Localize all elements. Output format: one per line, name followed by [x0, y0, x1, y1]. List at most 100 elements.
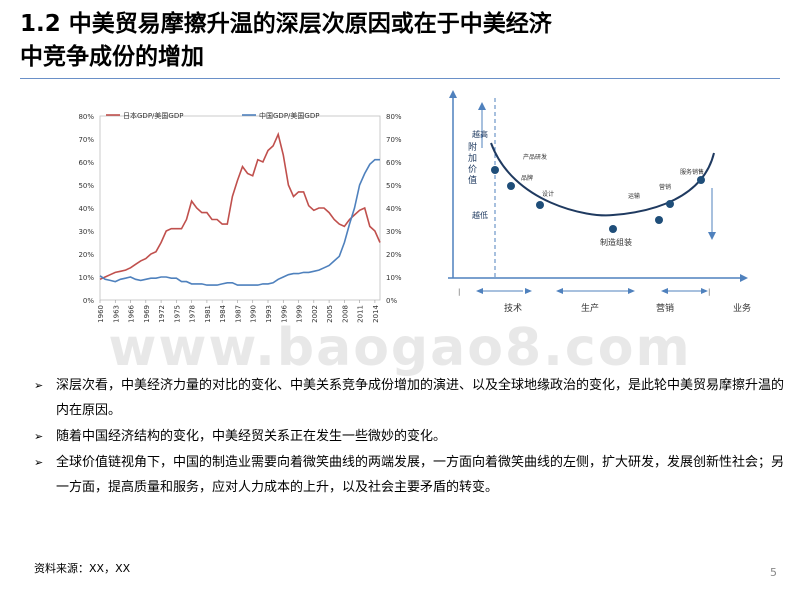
- smile-stage-ticks: | |: [458, 288, 710, 296]
- smile-low-label: 越低: [472, 210, 488, 220]
- smile-stage-arrowheads: [476, 288, 708, 294]
- x-tick-label: 1999: [296, 305, 304, 323]
- smile-label-marketing: 营销: [659, 183, 671, 191]
- watermark: www.baogao8.com: [108, 318, 692, 378]
- page-title-line1: 1.2 中美贸易摩擦升温的深层次原因或在于中美经济: [20, 11, 552, 37]
- smile-left-arrow-icon: [478, 102, 486, 110]
- y-tick-label-left: 50%: [78, 182, 94, 190]
- smile-label-service: 服务销售: [680, 168, 704, 176]
- bullet-item: ➢ 深层次看，中美经济力量的对比的变化、中美关系竞争成份增加的演进、以及全球地缘…: [34, 373, 784, 423]
- page-title-line2: 中竞争成份的增加: [20, 44, 204, 70]
- x-tick-label: 1963: [112, 305, 120, 323]
- smile-y-label-char: 价: [468, 164, 477, 175]
- smile-right-arrow-icon: [708, 232, 716, 240]
- stage-label-marketing: 营销: [656, 302, 674, 314]
- x-tick-label: 1978: [189, 305, 197, 323]
- bullet-text: 随着中国经济结构的变化，中美经贸关系正在发生一些微妙的变化。: [56, 429, 447, 444]
- smile-y-axis-label: 附 加 价 值: [468, 141, 477, 186]
- x-tick-label: 2002: [311, 305, 319, 323]
- x-tick-label: 2008: [341, 305, 349, 323]
- y-tick-label-left: 0%: [83, 297, 94, 305]
- bullet-arrow-icon: ➢: [34, 456, 44, 469]
- smile-y-label-char: 附: [468, 141, 477, 153]
- x-tick-label: 1990: [250, 305, 258, 323]
- stage-arrow-icon: [701, 288, 708, 294]
- bullet-item: ➢ 全球价值链视角下，中国的制造业需要向着微笑曲线的两端发展，一方面向着微笑曲线…: [34, 450, 784, 500]
- y-tick-label-right: 40%: [386, 205, 402, 213]
- x-tick-label: 1960: [97, 305, 105, 323]
- plot-area: [99, 115, 381, 301]
- y-tick-label-right: 80%: [386, 113, 402, 121]
- smile-y-axis-arrow-icon: [449, 90, 457, 98]
- gdp-ratio-chart: 0% 10% 20% 30% 40% 50% 60% 70% 80% 0% 10% 20% 30% 40%…: [78, 111, 402, 323]
- y-tick-label-left: 20%: [78, 251, 94, 259]
- smile-label-brand: 品牌: [521, 174, 533, 182]
- smile-label-rnd: 产品研发: [523, 153, 547, 161]
- stage-label-production: 生产: [581, 302, 599, 314]
- smile-x-axis-arrow-icon: [740, 274, 748, 282]
- stage-tick-icon: |: [458, 288, 460, 296]
- stage-label-tech: 技术: [504, 302, 522, 314]
- stage-tick-icon: |: [708, 288, 710, 296]
- x-tick-label: 1984: [219, 304, 227, 322]
- stage-arrow-icon: [556, 288, 563, 294]
- smile-point-service: [697, 176, 705, 184]
- stage-arrow-icon: [525, 288, 532, 294]
- smile-label-design: 设计: [542, 190, 554, 198]
- smile-point-marketing: [666, 200, 674, 208]
- y-tick-label-right: 20%: [386, 251, 402, 259]
- y-tick-label-right: 50%: [386, 182, 402, 190]
- bullet-text: 深层次看，中美经济力量的对比的变化、中美关系竞争成份增加的演进、以及全球地缘政治…: [56, 378, 785, 418]
- smile-point-design: [536, 201, 544, 209]
- x-tick-label: 1996: [280, 304, 288, 322]
- y-tick-label-left: 70%: [78, 136, 94, 144]
- smile-point-transport: [655, 216, 663, 224]
- x-tick-label: 1972: [158, 305, 166, 323]
- y-tick-label-left: 10%: [78, 274, 94, 282]
- legend-label: 日本GDP/美国GDP: [123, 111, 183, 120]
- page-number: 5: [770, 566, 777, 579]
- stage-arrow-icon: [628, 288, 635, 294]
- bullet-arrow-icon: ➢: [34, 430, 44, 443]
- smile-point-brand: [507, 182, 515, 190]
- smile-label-transport: 运输: [628, 192, 640, 200]
- x-tick-label: 1993: [265, 305, 273, 323]
- smile-y-label-char: 加: [468, 153, 477, 164]
- stage-label-business: 业务: [733, 302, 751, 314]
- series-line-japan: [99, 131, 381, 281]
- y-tick-label-right: 0%: [386, 297, 397, 305]
- smile-label-manufacturing: 制造组装: [600, 237, 632, 247]
- x-tick-label: 1975: [173, 305, 181, 323]
- x-tick-label: 2014: [372, 304, 380, 322]
- smile-point-manufacturing: [609, 225, 617, 233]
- source-note: 资料来源：XX，XX: [34, 562, 131, 575]
- stage-arrow-icon: [661, 288, 668, 294]
- x-tick-label: 1987: [234, 305, 242, 323]
- stage-arrow-icon: [476, 288, 483, 294]
- smile-y-label-char: 值: [468, 174, 477, 186]
- x-tick-label: 2011: [357, 305, 365, 323]
- smile-point-rnd: [491, 166, 499, 174]
- y-tick-label-left: 80%: [78, 113, 94, 121]
- x-tick-label: 1966: [128, 304, 136, 322]
- bullet-arrow-icon: ➢: [34, 379, 44, 392]
- x-tick-label: 1981: [204, 305, 212, 323]
- y-tick-label-left: 40%: [78, 205, 94, 213]
- page-title: 1.2 中美贸易摩擦升温的深层次原因或在于中美经济 中竞争成份的增加: [20, 8, 780, 74]
- bullet-list: ➢ 深层次看，中美经济力量的对比的变化、中美关系竞争成份增加的演进、以及全球地缘…: [34, 373, 784, 501]
- smile-high-label: 越高: [472, 129, 488, 139]
- title-divider: [20, 78, 780, 79]
- x-tick-label: 2005: [326, 305, 334, 323]
- smile-curve: [490, 142, 715, 217]
- y-tick-label-right: 30%: [386, 228, 402, 236]
- bullet-text: 全球价值链视角下，中国的制造业需要向着微笑曲线的两端发展，一方面向着微笑曲线的左…: [56, 455, 785, 495]
- bullet-item: ➢ 随着中国经济结构的变化，中美经贸关系正在发生一些微妙的变化。: [34, 424, 784, 449]
- smile-curve-diagram: 越高 越低 附 加 价 值 产品研发 品牌 设计 制造组装 运输 营销 服务销售…: [448, 90, 751, 314]
- y-tick-label-right: 60%: [386, 159, 402, 167]
- y-tick-label-right: 70%: [386, 136, 402, 144]
- legend-label: 中国GDP/美国GDP: [259, 111, 319, 120]
- series-line-china: [99, 158, 380, 286]
- y-tick-label-left: 60%: [78, 159, 94, 167]
- x-tick-label: 1969: [143, 305, 151, 323]
- y-tick-label-right: 10%: [386, 274, 402, 282]
